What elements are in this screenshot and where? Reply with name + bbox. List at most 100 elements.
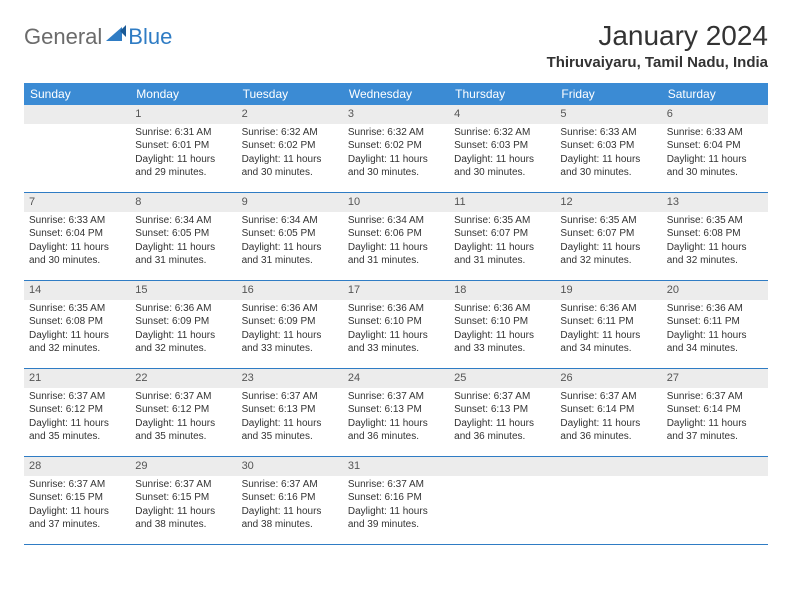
day-number: 9 bbox=[237, 193, 343, 212]
calendar-cell: 15Sunrise: 6:36 AMSunset: 6:09 PMDayligh… bbox=[130, 281, 236, 369]
sunrise-text: Sunrise: 6:36 AM bbox=[454, 302, 550, 316]
sunrise-text: Sunrise: 6:36 AM bbox=[242, 302, 338, 316]
calendar-cell: 10Sunrise: 6:34 AMSunset: 6:06 PMDayligh… bbox=[343, 193, 449, 281]
daylight-text: Daylight: 11 hours and 30 minutes. bbox=[29, 241, 125, 268]
calendar-cell: 29Sunrise: 6:37 AMSunset: 6:15 PMDayligh… bbox=[130, 457, 236, 545]
day-info: Sunrise: 6:36 AMSunset: 6:11 PMDaylight:… bbox=[555, 300, 661, 362]
day-info: Sunrise: 6:31 AMSunset: 6:01 PMDaylight:… bbox=[130, 124, 236, 186]
calendar-cell: 22Sunrise: 6:37 AMSunset: 6:12 PMDayligh… bbox=[130, 369, 236, 457]
daylight-text: Daylight: 11 hours and 29 minutes. bbox=[135, 153, 231, 180]
sunset-text: Sunset: 6:07 PM bbox=[454, 227, 550, 241]
day-number: 28 bbox=[24, 457, 130, 476]
day-info: Sunrise: 6:32 AMSunset: 6:02 PMDaylight:… bbox=[237, 124, 343, 186]
sunset-text: Sunset: 6:13 PM bbox=[242, 403, 338, 417]
daylight-text: Daylight: 11 hours and 37 minutes. bbox=[667, 417, 763, 444]
daylight-text: Daylight: 11 hours and 39 minutes. bbox=[348, 505, 444, 532]
sunset-text: Sunset: 6:02 PM bbox=[242, 139, 338, 153]
daylight-text: Daylight: 11 hours and 38 minutes. bbox=[135, 505, 231, 532]
calendar-cell: 14Sunrise: 6:35 AMSunset: 6:08 PMDayligh… bbox=[24, 281, 130, 369]
daylight-text: Daylight: 11 hours and 32 minutes. bbox=[135, 329, 231, 356]
sunrise-text: Sunrise: 6:37 AM bbox=[667, 390, 763, 404]
sunset-text: Sunset: 6:04 PM bbox=[29, 227, 125, 241]
day-number: 24 bbox=[343, 369, 449, 388]
day-number: 30 bbox=[237, 457, 343, 476]
daylight-text: Daylight: 11 hours and 33 minutes. bbox=[348, 329, 444, 356]
calendar-cell: 9Sunrise: 6:34 AMSunset: 6:05 PMDaylight… bbox=[237, 193, 343, 281]
weekday-label: Thursday bbox=[449, 83, 555, 105]
day-info: Sunrise: 6:37 AMSunset: 6:14 PMDaylight:… bbox=[555, 388, 661, 450]
sunrise-text: Sunrise: 6:37 AM bbox=[348, 390, 444, 404]
sunset-text: Sunset: 6:15 PM bbox=[135, 491, 231, 505]
sunset-text: Sunset: 6:05 PM bbox=[242, 227, 338, 241]
calendar-cell: 31Sunrise: 6:37 AMSunset: 6:16 PMDayligh… bbox=[343, 457, 449, 545]
calendar-cell: 30Sunrise: 6:37 AMSunset: 6:16 PMDayligh… bbox=[237, 457, 343, 545]
daylight-text: Daylight: 11 hours and 31 minutes. bbox=[454, 241, 550, 268]
brand-name: General bbox=[24, 24, 102, 50]
day-number: 1 bbox=[130, 105, 236, 124]
sunrise-text: Sunrise: 6:35 AM bbox=[29, 302, 125, 316]
weekday-label: Friday bbox=[555, 83, 661, 105]
day-info: Sunrise: 6:36 AMSunset: 6:10 PMDaylight:… bbox=[449, 300, 555, 362]
calendar-cell bbox=[555, 457, 661, 545]
day-info: Sunrise: 6:35 AMSunset: 6:08 PMDaylight:… bbox=[24, 300, 130, 362]
daylight-text: Daylight: 11 hours and 35 minutes. bbox=[135, 417, 231, 444]
sunset-text: Sunset: 6:08 PM bbox=[29, 315, 125, 329]
sunrise-text: Sunrise: 6:33 AM bbox=[667, 126, 763, 140]
day-number: 8 bbox=[130, 193, 236, 212]
calendar-cell: 8Sunrise: 6:34 AMSunset: 6:05 PMDaylight… bbox=[130, 193, 236, 281]
daylight-text: Daylight: 11 hours and 31 minutes. bbox=[242, 241, 338, 268]
calendar-cell: 5Sunrise: 6:33 AMSunset: 6:03 PMDaylight… bbox=[555, 105, 661, 193]
day-number: 20 bbox=[662, 281, 768, 300]
day-number: 22 bbox=[130, 369, 236, 388]
sunrise-text: Sunrise: 6:36 AM bbox=[667, 302, 763, 316]
sunset-text: Sunset: 6:14 PM bbox=[560, 403, 656, 417]
day-number-empty bbox=[555, 457, 661, 476]
calendar-cell: 28Sunrise: 6:37 AMSunset: 6:15 PMDayligh… bbox=[24, 457, 130, 545]
sunset-text: Sunset: 6:11 PM bbox=[560, 315, 656, 329]
calendar-cell: 17Sunrise: 6:36 AMSunset: 6:10 PMDayligh… bbox=[343, 281, 449, 369]
day-number: 4 bbox=[449, 105, 555, 124]
sunset-text: Sunset: 6:16 PM bbox=[348, 491, 444, 505]
day-number: 16 bbox=[237, 281, 343, 300]
sunrise-text: Sunrise: 6:33 AM bbox=[29, 214, 125, 228]
daylight-text: Daylight: 11 hours and 30 minutes. bbox=[242, 153, 338, 180]
daylight-text: Daylight: 11 hours and 36 minutes. bbox=[454, 417, 550, 444]
day-number: 3 bbox=[343, 105, 449, 124]
calendar-cell: 25Sunrise: 6:37 AMSunset: 6:13 PMDayligh… bbox=[449, 369, 555, 457]
day-number: 26 bbox=[555, 369, 661, 388]
calendar-cell: 6Sunrise: 6:33 AMSunset: 6:04 PMDaylight… bbox=[662, 105, 768, 193]
sunset-text: Sunset: 6:10 PM bbox=[348, 315, 444, 329]
day-info: Sunrise: 6:37 AMSunset: 6:13 PMDaylight:… bbox=[343, 388, 449, 450]
location-text: Thiruvaiyaru, Tamil Nadu, India bbox=[547, 54, 768, 71]
day-number: 23 bbox=[237, 369, 343, 388]
sunrise-text: Sunrise: 6:32 AM bbox=[348, 126, 444, 140]
sunset-text: Sunset: 6:10 PM bbox=[454, 315, 550, 329]
weekday-label: Tuesday bbox=[237, 83, 343, 105]
daylight-text: Daylight: 11 hours and 34 minutes. bbox=[560, 329, 656, 356]
day-info: Sunrise: 6:37 AMSunset: 6:13 PMDaylight:… bbox=[237, 388, 343, 450]
daylight-text: Daylight: 11 hours and 34 minutes. bbox=[667, 329, 763, 356]
daylight-text: Daylight: 11 hours and 32 minutes. bbox=[667, 241, 763, 268]
day-info: Sunrise: 6:36 AMSunset: 6:09 PMDaylight:… bbox=[130, 300, 236, 362]
daylight-text: Daylight: 11 hours and 30 minutes. bbox=[667, 153, 763, 180]
day-info: Sunrise: 6:37 AMSunset: 6:16 PMDaylight:… bbox=[343, 476, 449, 538]
day-number-empty bbox=[24, 105, 130, 124]
day-info: Sunrise: 6:35 AMSunset: 6:08 PMDaylight:… bbox=[662, 212, 768, 274]
day-number: 12 bbox=[555, 193, 661, 212]
sunset-text: Sunset: 6:02 PM bbox=[348, 139, 444, 153]
day-info: Sunrise: 6:36 AMSunset: 6:10 PMDaylight:… bbox=[343, 300, 449, 362]
day-number: 15 bbox=[130, 281, 236, 300]
calendar-body: 1Sunrise: 6:31 AMSunset: 6:01 PMDaylight… bbox=[24, 105, 768, 545]
calendar-cell: 27Sunrise: 6:37 AMSunset: 6:14 PMDayligh… bbox=[662, 369, 768, 457]
weekday-label: Sunday bbox=[24, 83, 130, 105]
sunrise-text: Sunrise: 6:37 AM bbox=[454, 390, 550, 404]
sunrise-text: Sunrise: 6:37 AM bbox=[135, 390, 231, 404]
sunrise-text: Sunrise: 6:37 AM bbox=[242, 478, 338, 492]
title-block: January 2024 Thiruvaiyaru, Tamil Nadu, I… bbox=[547, 20, 768, 71]
calendar-weekday-header: SundayMondayTuesdayWednesdayThursdayFrid… bbox=[24, 83, 768, 105]
weekday-label: Monday bbox=[130, 83, 236, 105]
sunset-text: Sunset: 6:04 PM bbox=[667, 139, 763, 153]
day-number: 19 bbox=[555, 281, 661, 300]
sunset-text: Sunset: 6:08 PM bbox=[667, 227, 763, 241]
daylight-text: Daylight: 11 hours and 36 minutes. bbox=[560, 417, 656, 444]
